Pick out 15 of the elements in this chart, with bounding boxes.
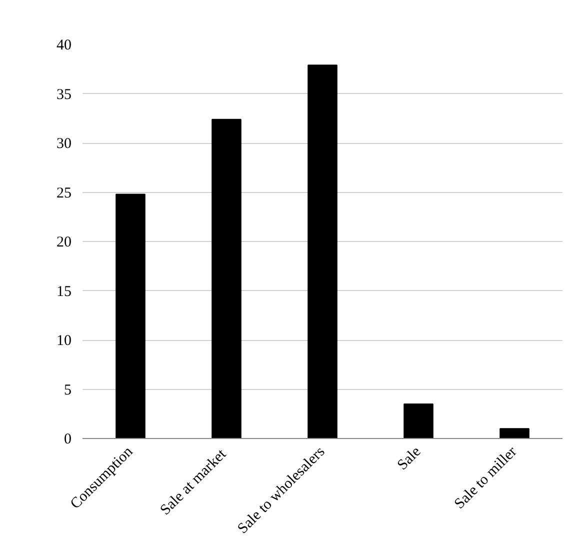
bar [404, 404, 434, 438]
bar [308, 64, 338, 438]
y-tick-label: 5 [64, 382, 72, 398]
y-tick-label: 30 [56, 136, 72, 152]
bar [212, 118, 242, 438]
y-tick-label: 0 [64, 432, 72, 448]
bar [116, 194, 146, 438]
x-tick-label: Sale [394, 444, 424, 474]
y-tick-label: 25 [56, 185, 72, 202]
y-tick-label: 40 [56, 38, 72, 54]
y-tick-label: 15 [56, 284, 72, 300]
y-tick-label: 10 [56, 333, 72, 349]
y-tick-label: 35 [56, 86, 72, 103]
y-tick-label: 20 [56, 234, 72, 250]
bar [500, 428, 530, 438]
